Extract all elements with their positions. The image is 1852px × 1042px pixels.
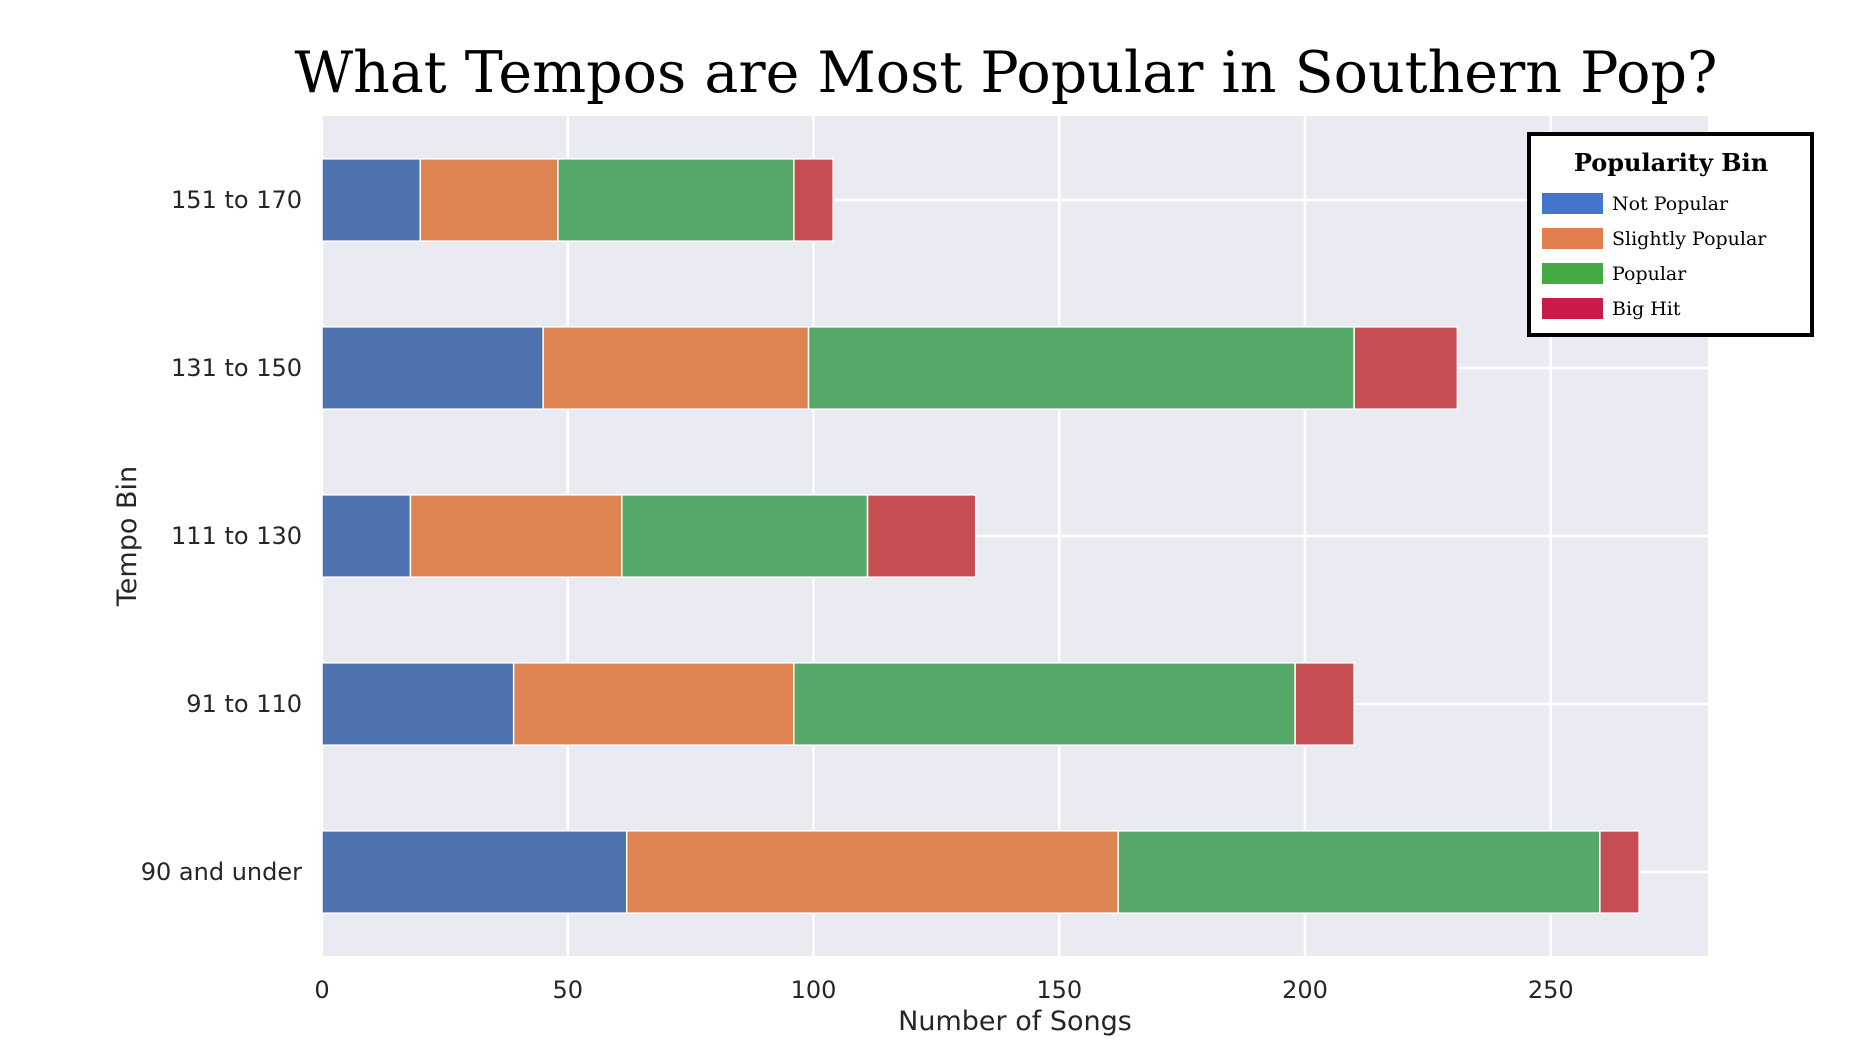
bars [321,158,1640,914]
legend-entry: Not Popular [1612,193,1729,215]
bar-segment [866,494,977,578]
bar-segment [321,494,412,578]
x-tick-label: 100 [791,976,837,1004]
bar-segment [419,158,559,242]
bar-segment [625,830,1119,914]
legend-title: Popularity Bin [1574,148,1768,177]
bar-segment [321,830,628,914]
y-axis-ticks: 151 to 170 131 to 150 111 to 130 91 to 110 9… [141,186,302,886]
bar-segment [793,662,1296,746]
y-tick-label: 90 and under [141,858,302,886]
y-axis-label: Tempo Bin [112,466,143,607]
legend: Popularity Bin Not Popular Slightly Popul… [1527,132,1814,337]
bar-segment [793,158,834,242]
legend-swatch [1542,298,1603,319]
bar-segment [807,326,1355,410]
x-tick-label: 50 [552,976,583,1004]
legend-entry: Popular [1612,263,1687,285]
legend-swatch [1542,193,1603,214]
y-tick-label: 131 to 150 [171,354,302,382]
y-tick-label: 91 to 110 [186,690,302,718]
chart-title: What Tempos are Most Popular in Southern… [295,40,1718,106]
x-tick-label: 200 [1282,976,1328,1004]
legend-swatch [1542,228,1603,249]
x-tick-label: 150 [1036,976,1082,1004]
y-tick-label: 111 to 130 [171,522,302,550]
bar-segment [1599,830,1640,914]
bar-segment [409,494,623,578]
bar-segment [1353,326,1459,410]
bar-segment [1117,830,1601,914]
bar-segment [621,494,869,578]
bar-segment [1294,662,1355,746]
bar-segment [321,158,422,242]
bar-segment [321,326,544,410]
bar-segment [512,662,795,746]
y-tick-label: 151 to 170 [171,186,302,214]
bar-segment [321,662,515,746]
legend-swatch [1542,263,1603,284]
bar-segment [542,326,810,410]
legend-entry: Slightly Popular [1612,228,1767,250]
x-tick-label: 250 [1528,976,1574,1004]
bar-segment [557,158,795,242]
x-axis-ticks: 0 50 100 150 200 250 [314,976,1573,1004]
x-axis-label: Number of Songs [898,1006,1132,1037]
legend-entry: Big Hit [1612,298,1681,320]
x-tick-label: 0 [314,976,329,1004]
